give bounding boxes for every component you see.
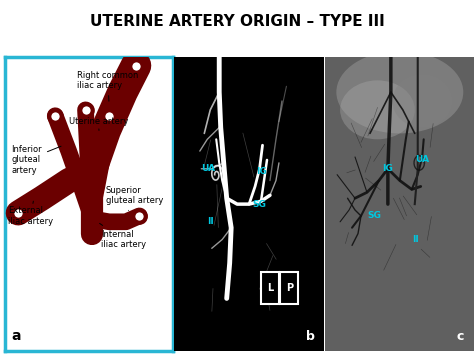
Text: a: a [11,329,21,343]
Text: SG: SG [252,200,266,209]
Text: SG: SG [367,212,381,220]
Text: Right common
iliac artery: Right common iliac artery [77,71,138,101]
Text: Inferior
gluteal
artery: Inferior gluteal artery [11,145,61,175]
Text: Internal
iliac artery: Internal iliac artery [100,223,146,249]
Ellipse shape [392,75,452,127]
Text: UA: UA [415,155,429,164]
Text: Superior
gluteal artery: Superior gluteal artery [106,186,163,211]
Text: c: c [456,330,464,343]
Bar [281,272,298,304]
Text: IG: IG [256,167,267,176]
Text: b: b [306,330,315,343]
Text: UTERINE ARTERY ORIGIN – TYPE III: UTERINE ARTERY ORIGIN – TYPE III [90,14,384,29]
Text: IG: IG [382,164,392,173]
Ellipse shape [340,80,415,139]
Text: II: II [412,235,419,244]
Text: L: L [267,283,273,293]
Ellipse shape [337,51,463,133]
Text: UA: UA [201,164,215,173]
Text: P: P [286,283,293,293]
Text: External
iliac artery: External iliac artery [8,201,53,226]
Text: II: II [207,217,214,226]
Bar [261,272,279,304]
Text: Uterine artery: Uterine artery [69,117,128,130]
